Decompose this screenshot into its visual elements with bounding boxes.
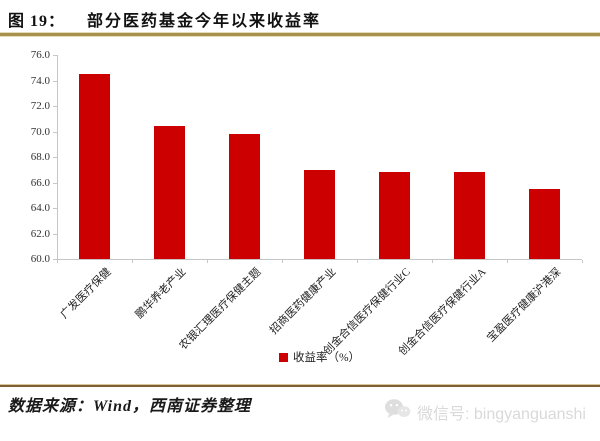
legend-label: 收益率（%）: [292, 352, 361, 364]
y-tick-label: 66.0: [30, 176, 50, 189]
x-category-label: 创金合信医疗保健行业C: [321, 266, 413, 358]
bar: [154, 126, 185, 259]
legend-swatch: [278, 352, 288, 362]
y-tick-label: 72.0: [30, 100, 50, 112]
wechat-id-label: 微信号: bingyanguanshi: [417, 405, 586, 423]
x-category-label: 宝盈医疗健康沪港深: [484, 266, 563, 345]
x-tick: [132, 260, 133, 263]
chart-legend: 收益率（%）: [57, 349, 582, 365]
bar: [79, 74, 110, 259]
y-tick: [53, 80, 57, 82]
x-category-label: 创金合信医疗保健行业A: [396, 266, 488, 358]
y-tick: [53, 233, 57, 235]
bar: [454, 172, 485, 259]
title-divider: [0, 32, 600, 37]
y-tick-label: 62.0: [30, 227, 50, 240]
y-tick: [53, 55, 57, 56]
y-tick: [53, 131, 57, 133]
x-tick: [282, 260, 283, 263]
x-tick: [582, 260, 583, 263]
x-category-label: 农银汇理医疗保健主题: [176, 266, 263, 353]
wechat-watermark: 微信号: bingyanguanshi: [384, 398, 586, 425]
figure-header: 图 19： 部分医药基金今年以来收益率: [8, 7, 321, 31]
y-tick-label: 68.0: [30, 151, 50, 163]
y-tick-label: 64.0: [30, 202, 50, 214]
x-category-label: 鹏华养老产业: [132, 266, 188, 322]
bar: [379, 172, 410, 259]
wechat-icon: [384, 398, 411, 425]
data-source-note: 数据来源：Wind，西南证券整理: [8, 398, 251, 415]
x-tick: [57, 260, 58, 263]
y-tick-label: 74.0: [30, 74, 50, 87]
x-axis: [57, 259, 582, 260]
x-category-label: 广发医疗保健: [57, 266, 113, 322]
y-tick-label: 60.0: [30, 253, 50, 265]
y-axis: [57, 55, 58, 259]
y-tick: [53, 259, 57, 260]
chart-title: 部分医药基金今年以来收益率: [87, 13, 322, 30]
x-tick: [432, 260, 433, 263]
x-tick: [357, 260, 358, 263]
footer-divider: [0, 384, 600, 387]
y-tick-label: 76.0: [30, 49, 50, 61]
y-tick-label: 70.0: [30, 125, 50, 138]
bar: [229, 134, 260, 259]
y-tick: [53, 182, 57, 184]
bar: [529, 188, 560, 259]
x-tick: [207, 260, 208, 263]
x-category-label: 招商医药健康产业: [267, 266, 338, 337]
y-tick: [53, 157, 57, 158]
y-tick: [53, 208, 57, 209]
y-tick: [53, 106, 57, 107]
x-tick: [507, 260, 508, 263]
bar: [304, 169, 335, 259]
figure-number: 图 19：: [8, 13, 66, 30]
